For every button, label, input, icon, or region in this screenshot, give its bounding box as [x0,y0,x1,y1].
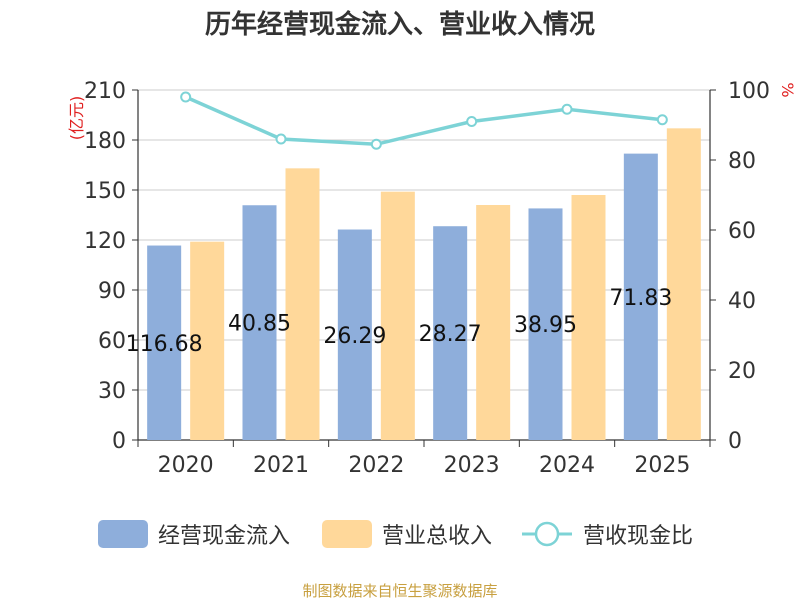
grid [138,89,710,391]
right-axis-tick-label: 60 [728,219,756,244]
ratio-line-path [184,95,663,147]
chart-title: 历年经营现金流入、营业收入情况 [205,9,595,40]
bar [285,168,320,441]
legend-label-ratio: 营收现金比 [583,524,693,549]
right-axis-tick-label: 20 [728,359,756,384]
bar [147,245,182,440]
bar [433,226,468,440]
left-axis-tick-label: 180 [84,129,126,154]
ratio-point [656,114,668,126]
x-axis-tick-label: 2025 [634,453,690,478]
legend-label-revenue: 营业总收入 [382,524,492,549]
bar [337,229,372,440]
x-axis-tick-label: 2023 [444,453,500,478]
legend-label-cash-inflow: 经营现金流入 [158,524,290,549]
bar [528,208,563,440]
left-axis-unit: (亿元) [67,96,86,141]
bar [666,128,701,441]
left-axis-tick-label: 60 [98,329,126,354]
bar-data-label: 38.95 [514,313,577,338]
bars [147,128,701,441]
right-axis-tick-label: 100 [728,79,770,104]
bar-data-label: 116.68 [126,332,203,357]
x-axis-tick-label: 2022 [348,453,404,478]
axes: 0 30 60 90 120 150 180 210 0 20 40 60 80 100 2020 2021 2… [84,79,770,478]
bar [571,195,606,440]
legend-swatch-ratio-marker [534,521,560,547]
legend-swatch-revenue [322,520,372,548]
source-note: 制图数据来自恒生聚源数据库 [302,582,497,600]
ratio-point [561,103,573,115]
left-axis-tick-label: 150 [84,179,126,204]
bar-data-label: 71.83 [609,286,672,311]
right-axis-tick-label: 80 [728,149,756,174]
bar [623,153,658,440]
ratio-point [180,91,192,103]
bar-data-label: 26.29 [323,324,386,349]
left-axis-tick-label: 120 [84,229,126,254]
bar [380,191,415,440]
x-axis-tick-label: 2021 [253,453,309,478]
left-axis-tick-label: 30 [98,379,126,404]
bar-data-label: 40.85 [228,312,291,337]
left-axis-tick-label: 0 [112,429,126,454]
x-axis-tick-label: 2024 [539,453,595,478]
ratio-point [466,116,478,127]
x-axis-tick-label: 2020 [158,453,214,478]
ratio-line [180,91,668,150]
bar [476,205,511,440]
bar-data-label: 28.27 [419,322,482,347]
ratio-point [370,138,382,150]
legend-swatch-cash-inflow [98,520,148,548]
left-axis-tick-label: 90 [98,279,126,304]
right-axis-tick-label: 40 [728,289,756,314]
right-axis-tick-label: 0 [728,429,742,454]
ratio-point [275,133,287,145]
legend: 经营现金流入 营业总收入 营收现金比 [98,520,693,549]
data-labels: 116.68 40.85 26.29 28.27 38.95 71.83 [126,286,673,357]
bar [242,205,277,440]
left-axis-tick-label: 210 [84,79,126,104]
right-axis-unit: % [778,82,797,97]
bar [190,241,225,440]
